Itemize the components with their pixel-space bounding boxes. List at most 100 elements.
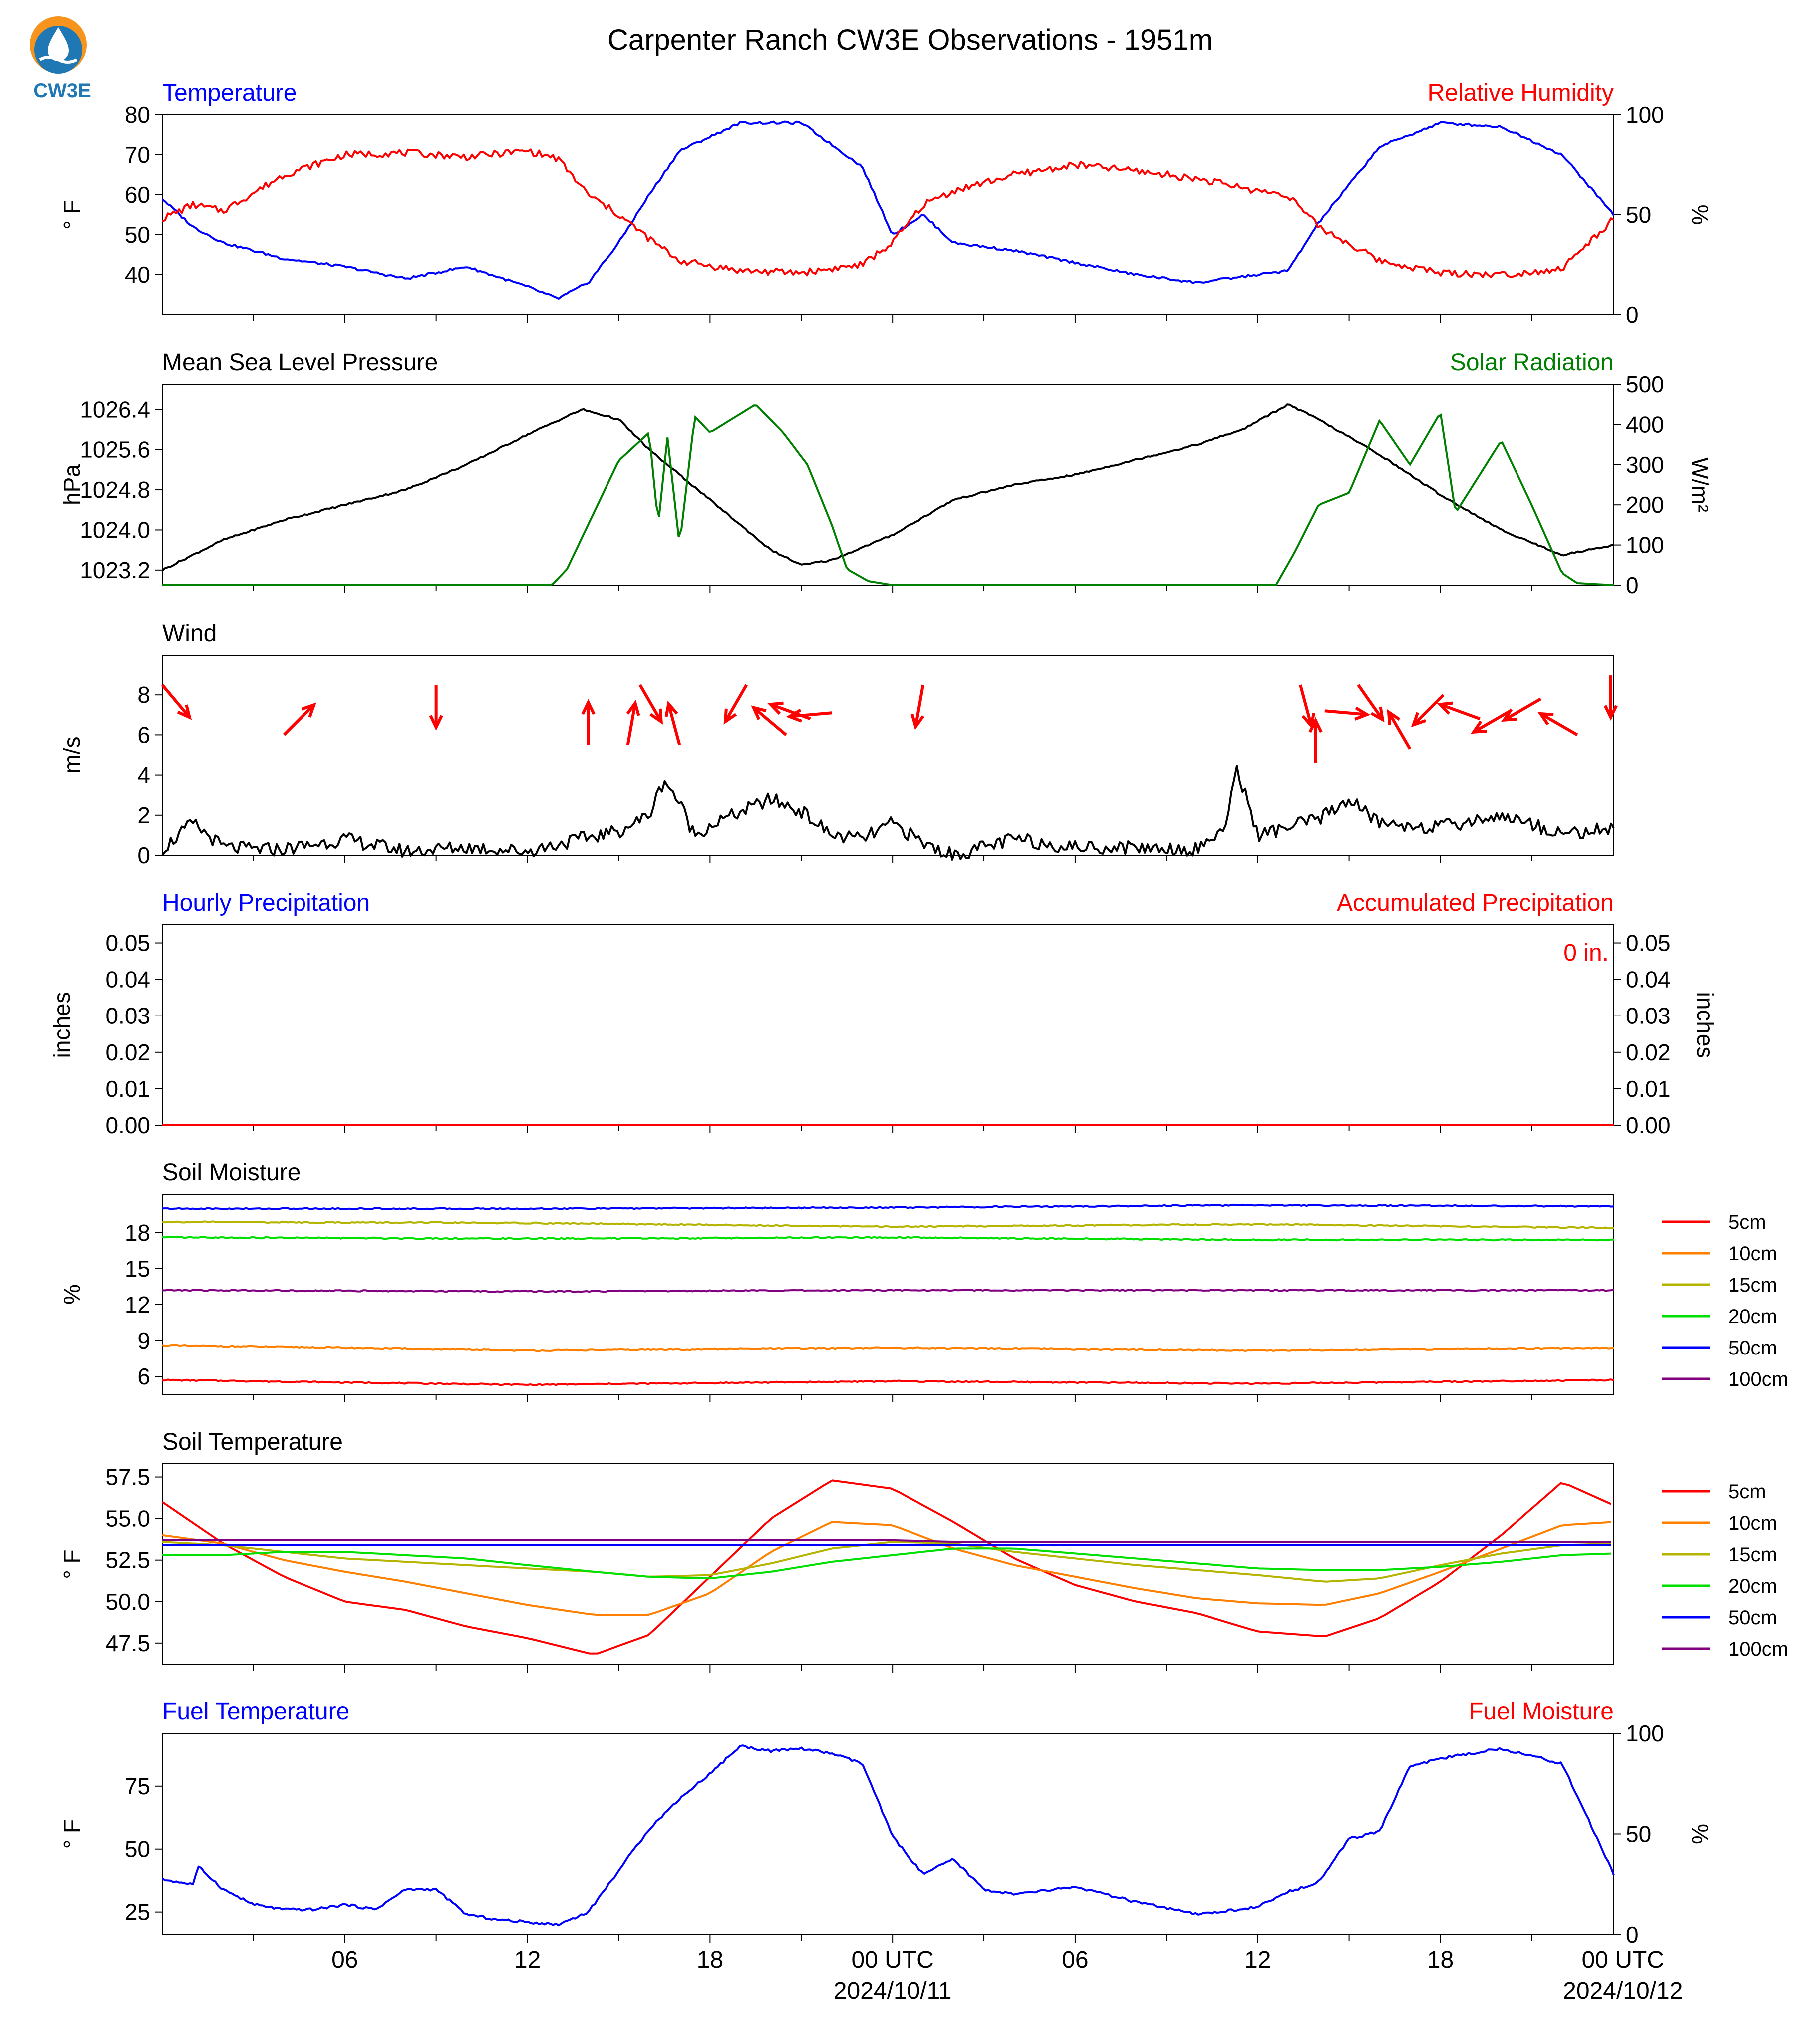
y-tick-label-right: 0 [1626, 572, 1639, 598]
wind-arrow [1411, 694, 1445, 728]
y-tick-label: 1026.4 [80, 396, 150, 422]
y-axis-label-right: inches [1692, 992, 1718, 1058]
y-tick-label: 40 [125, 262, 150, 288]
series-line-5cm [161, 1479, 1612, 1655]
panel-3-right-title: Accumulated Precipitation [1337, 890, 1614, 916]
series-line-black [161, 403, 1614, 572]
panel-5-title: Soil Temperature [162, 1429, 343, 1455]
y-tick-label-right: 0.00 [1626, 1112, 1671, 1138]
y-tick-label-right: 300 [1626, 452, 1664, 478]
x-axis: 06 12 18 00 UTC 06 12 18 00 UTC 2024/10/11 2024/1… [331, 1947, 1683, 2004]
panel-0: Temperature Relative Humidity 80 70 60 50 40 ° … [59, 80, 1713, 328]
wind-arrow [1299, 684, 1315, 729]
y-tick-label: 50 [125, 222, 150, 248]
series-line-solar [162, 404, 1614, 586]
y-tick-label: 0.00 [105, 1112, 150, 1138]
cw3e-logo: CW3E [30, 16, 91, 102]
legend-label: 15cm [1728, 1544, 1777, 1566]
y-axis-label-right: % [1687, 205, 1713, 225]
y-tick-label-right: 0.02 [1626, 1039, 1671, 1065]
wind-arrow [1437, 701, 1481, 721]
y-tick-label: 15 [125, 1256, 150, 1282]
wind-arrow [910, 684, 925, 730]
legend-label: 5cm [1728, 1481, 1766, 1503]
y-tick-label-right: 0.04 [1626, 967, 1671, 993]
wind-arrow [638, 684, 663, 725]
y-tick-label: 8 [137, 682, 150, 708]
y-tick-label: 47.5 [105, 1630, 150, 1656]
y-tick-label: 0 [137, 842, 150, 868]
wind-arrow [1603, 675, 1618, 721]
x-date-label: 2024/10/12 [1563, 1978, 1683, 2004]
y-tick-label: 75 [125, 1773, 150, 1799]
panel-5: Soil Temperature 57.5 55.0 52.5 50.0 47.5 ° F 5… [59, 1429, 1788, 1673]
series-line-50cm [162, 1203, 1614, 1210]
wind-arrow [161, 684, 192, 720]
y-tick-label: 50 [125, 1836, 150, 1862]
panel-6-title: Fuel Temperature [162, 1698, 349, 1725]
panel-1-right-title: Solar Radiation [1450, 349, 1614, 376]
wind-arrow [751, 705, 787, 736]
x-tick-label: 00 UTC [851, 1947, 933, 1973]
panels: Temperature Relative Humidity8070605040° … [49, 80, 1788, 1948]
y-tick-label: 6 [137, 722, 150, 748]
wind-arrow [1501, 697, 1542, 722]
y-tick-label-right: 500 [1626, 371, 1664, 397]
series-line-10cm [162, 1344, 1614, 1352]
y-tick-label: 80 [125, 102, 150, 128]
panel-6-frame [162, 1733, 1614, 1935]
wind-arrow [664, 700, 681, 746]
y-axis-label: % [59, 1284, 85, 1305]
y-axis-label: ° F [59, 200, 85, 229]
series-line-5cm [162, 1378, 1614, 1386]
series-line-black [161, 765, 1615, 861]
wind-arrow [1471, 709, 1512, 734]
legend-label: 50cm [1728, 1337, 1777, 1359]
y-tick-label: 57.5 [105, 1464, 150, 1490]
figure-title: Carpenter Ranch CW3E Observations - 1951… [607, 24, 1213, 56]
legend-label: 10cm [1728, 1512, 1777, 1534]
wind-arrow [581, 699, 596, 745]
logo-text: CW3E [33, 80, 91, 102]
y-tick-label: 70 [125, 142, 150, 168]
y-tick-label: 55.0 [105, 1506, 150, 1532]
y-axis-label: ° F [59, 1819, 85, 1849]
x-tick-label: 18 [1427, 1947, 1454, 1973]
y-tick-label: 1024.0 [80, 517, 150, 543]
panel-1: Mean Sea Level Pressure Solar Radiation 10… [59, 349, 1713, 598]
x-tick-label: 12 [514, 1947, 541, 1973]
wind-arrow [1387, 709, 1412, 750]
wind-arrow [1324, 706, 1371, 721]
x-tick-label: 18 [697, 1947, 723, 1973]
x-tick-label: 06 [331, 1947, 358, 1973]
panel-6: Fuel Temperature Fuel Moisture 75 50 25 ° F 10… [59, 1698, 1713, 1948]
panel-1-title: Mean Sea Level Pressure [162, 349, 438, 376]
legend-label: 100cm [1728, 1368, 1788, 1390]
y-tick-label: 25 [125, 1899, 150, 1925]
series-line-100cm [162, 1539, 1611, 1543]
panel-2-frame [162, 655, 1614, 856]
legend-label: 15cm [1728, 1274, 1777, 1296]
y-tick-label: 1024.8 [80, 477, 150, 503]
y-tick-label-right: 50 [1626, 202, 1651, 228]
series-line-10cm [162, 1521, 1611, 1616]
series-line-15cm [162, 1541, 1611, 1583]
y-tick-label-right: 0.03 [1626, 1003, 1671, 1029]
series-line-100cm [162, 1288, 1614, 1293]
legend-label: 100cm [1728, 1638, 1788, 1660]
y-tick-label: 0.02 [105, 1039, 150, 1065]
panel-4-title: Soil Moisture [162, 1159, 301, 1186]
series-line-15cm [162, 1220, 1614, 1230]
panel-2: Wind 8 6 4 2 0 m/s [59, 620, 1618, 868]
y-tick-label-right: 0.05 [1626, 930, 1671, 956]
y-tick-label: 4 [137, 762, 150, 788]
panel-4-frame [162, 1194, 1614, 1395]
y-tick-label-right: 0 [1626, 302, 1639, 328]
logo-wave-icon [39, 56, 78, 64]
y-tick-label-right: 0.01 [1626, 1076, 1671, 1102]
wind-arrow [283, 702, 316, 736]
panel-2-title: Wind [162, 620, 217, 647]
y-tick-label: 9 [137, 1328, 150, 1354]
